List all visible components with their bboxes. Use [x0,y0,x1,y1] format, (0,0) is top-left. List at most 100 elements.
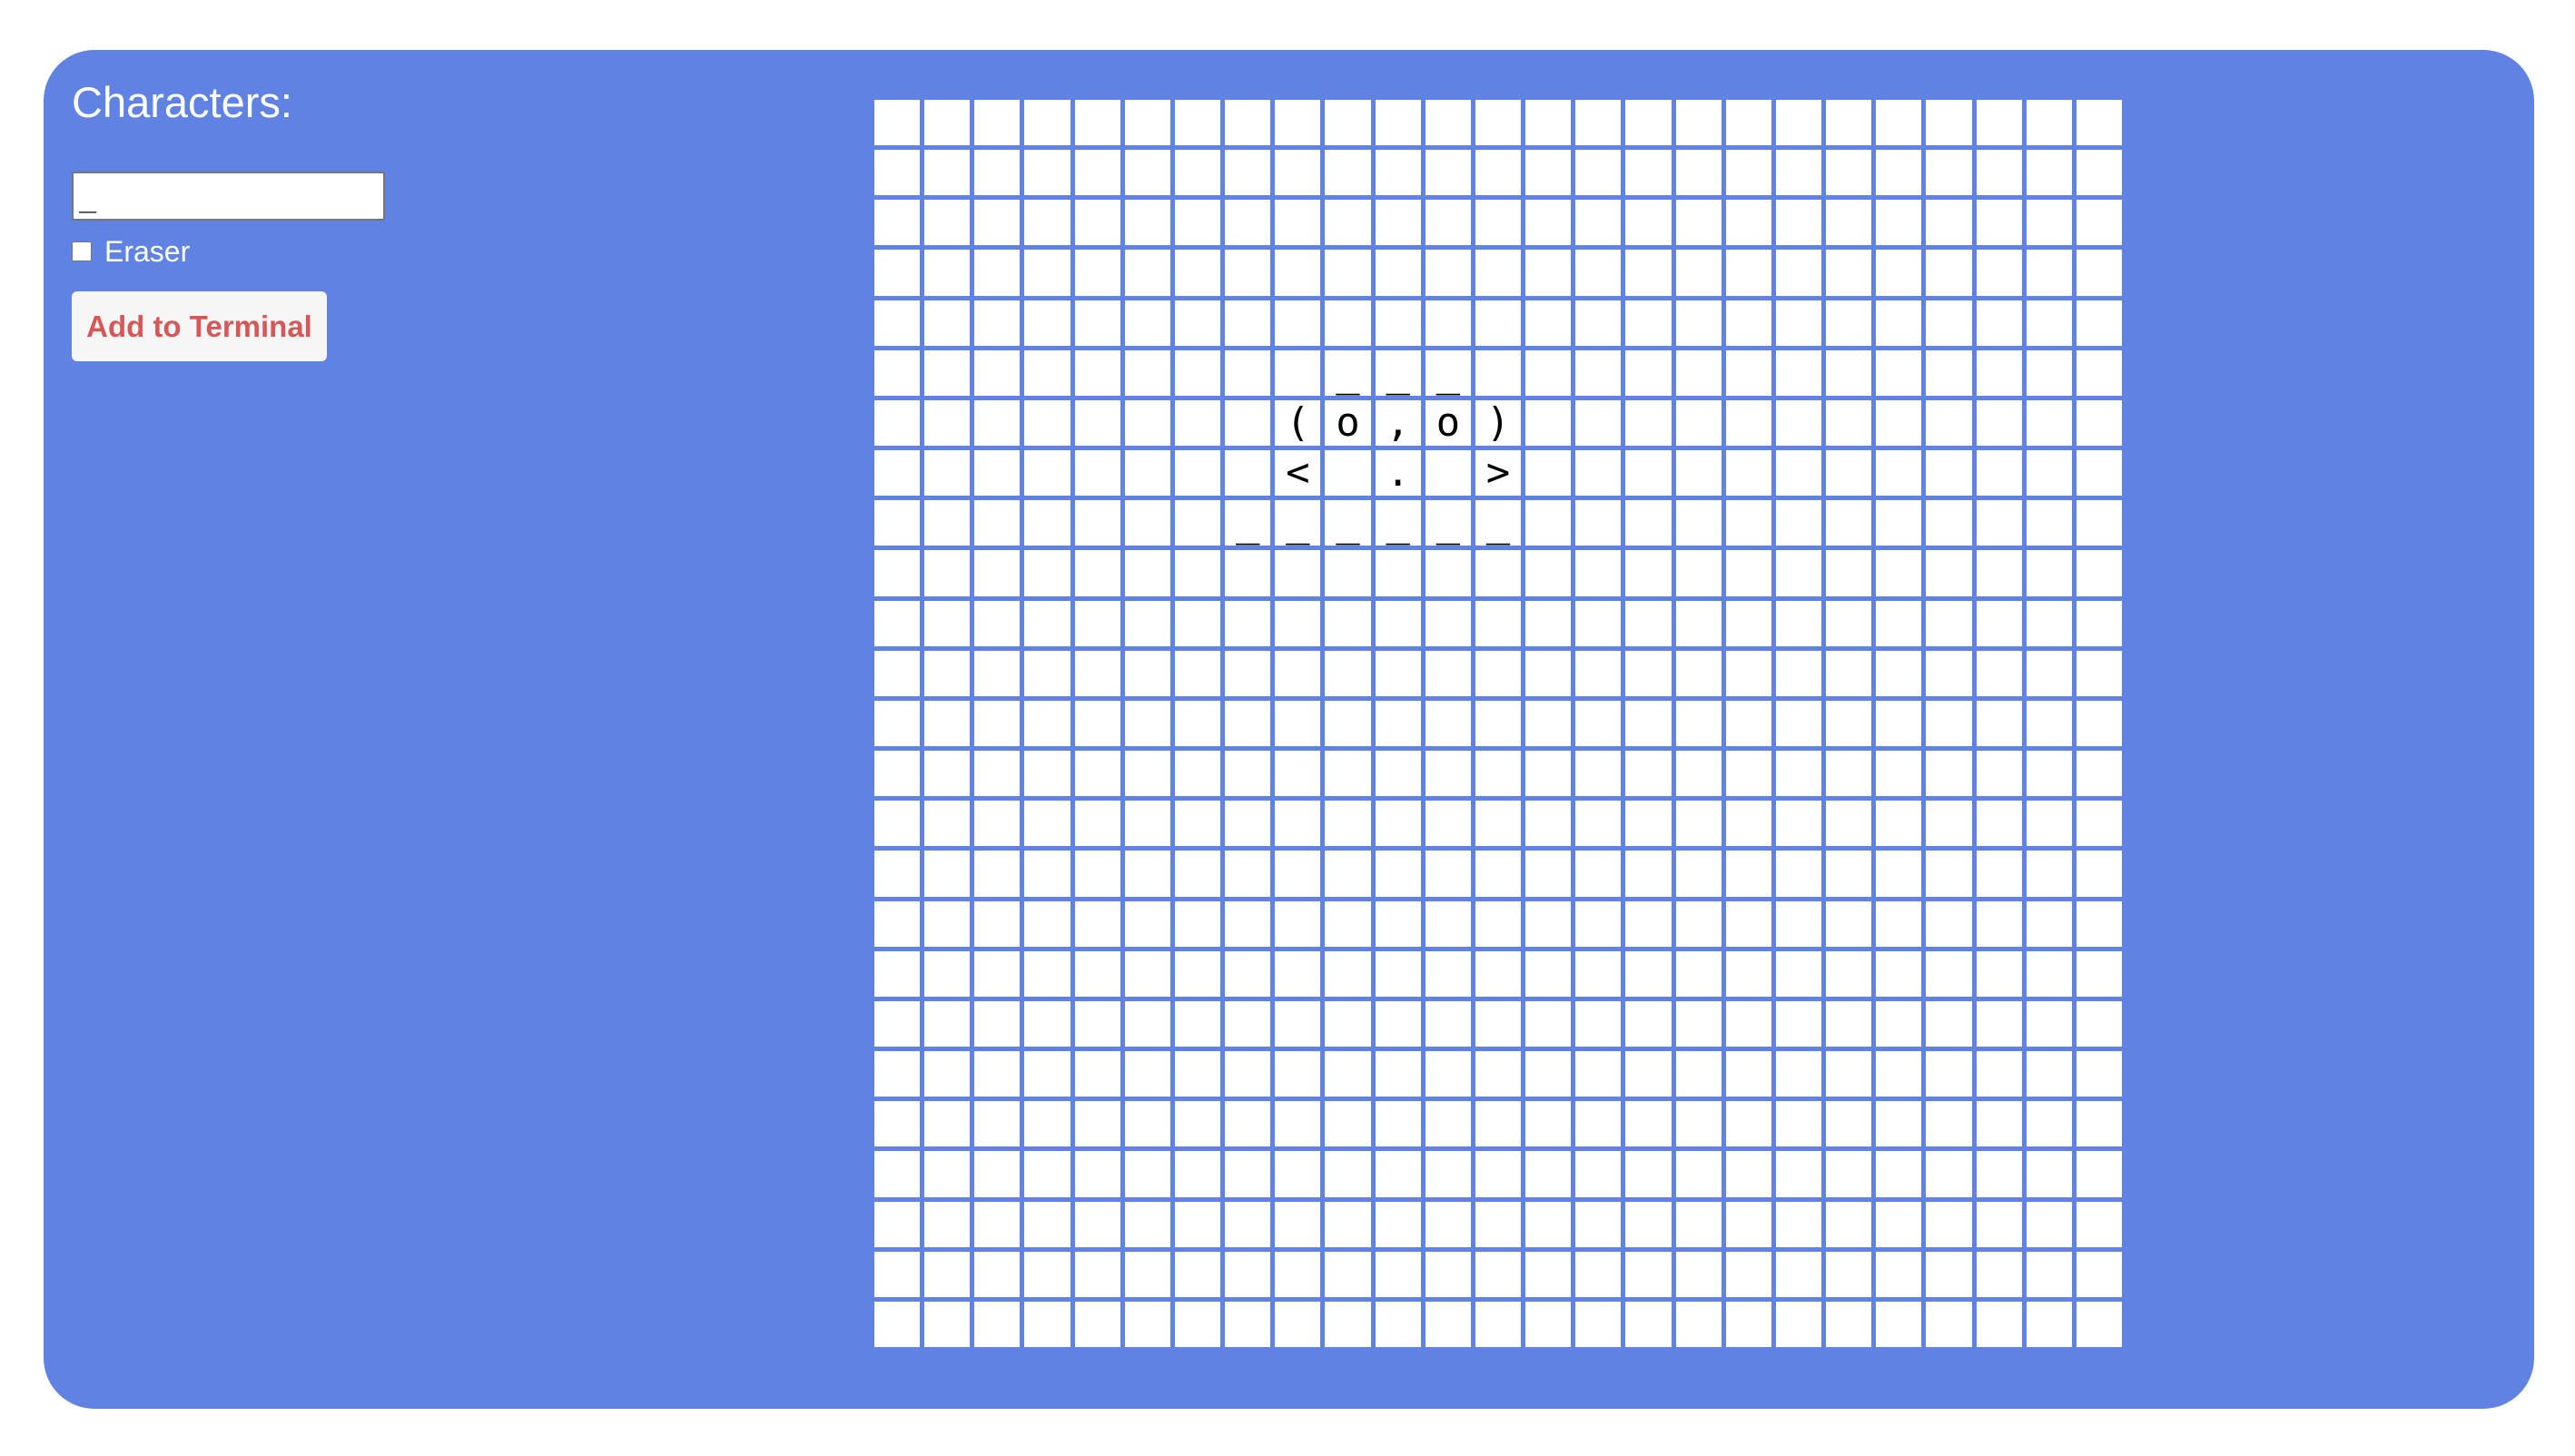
grid-cell[interactable] [1225,650,1271,696]
grid-cell[interactable] [974,950,1021,997]
grid-cell[interactable] [1926,200,1972,246]
grid-cell[interactable] [1124,450,1170,497]
grid-cell[interactable] [1375,1051,1421,1097]
grid-cell[interactable] [1124,1251,1170,1297]
grid-cell[interactable] [1074,1251,1120,1297]
grid-cell[interactable] [1174,550,1221,596]
grid-cell[interactable] [1675,600,1722,646]
grid-cell[interactable] [1675,1101,1722,1147]
grid-cell[interactable] [1625,200,1672,246]
grid-cell[interactable] [1775,1051,1822,1097]
grid-cell[interactable] [1225,200,1271,246]
grid-cell[interactable] [1625,250,1672,296]
grid-cell[interactable] [1525,150,1572,196]
grid-cell[interactable] [1225,349,1271,396]
grid-cell[interactable] [1325,900,1371,947]
grid-cell[interactable] [2076,700,2122,747]
grid-cell[interactable] [1425,1301,1471,1347]
grid-cell[interactable] [2076,751,2122,797]
grid-cell[interactable] [1475,650,1522,696]
grid-cell[interactable] [2026,100,2072,146]
grid-cell[interactable] [1926,1301,1972,1347]
grid-cell[interactable] [1525,900,1572,947]
grid-cell[interactable] [1775,950,1822,997]
grid-cell[interactable] [1725,100,1771,146]
grid-cell[interactable] [2076,600,2122,646]
grid-cell[interactable] [1525,650,1572,696]
grid-cell[interactable] [1725,250,1771,296]
grid-cell[interactable] [1425,700,1471,747]
grid-cell[interactable]: > [1475,450,1522,497]
grid-cell[interactable] [1174,450,1221,497]
grid-cell[interactable] [1775,1251,1822,1297]
grid-cell[interactable] [1625,700,1672,747]
grid-cell[interactable] [1475,100,1522,146]
grid-cell[interactable] [1174,950,1221,997]
character-grid[interactable]: _ _ _(o, o) <. > _ _ _ _ _ _ [874,100,2122,1347]
grid-cell[interactable] [1275,250,1321,296]
grid-cell[interactable]: , [1375,399,1421,447]
grid-cell[interactable] [1475,1000,1522,1048]
grid-cell[interactable] [1124,1000,1170,1048]
grid-cell[interactable] [1074,801,1120,847]
grid-cell[interactable] [1375,250,1421,296]
grid-cell[interactable] [1024,1151,1070,1197]
grid-cell[interactable] [2026,300,2072,346]
grid-cell[interactable] [1425,100,1471,146]
grid-cell[interactable] [1275,1151,1321,1197]
grid-cell[interactable] [1225,600,1271,646]
grid-cell[interactable] [1425,851,1471,897]
grid-cell[interactable] [1926,550,1972,596]
grid-cell[interactable] [1174,751,1221,797]
add-to-terminal-button[interactable]: Add to Terminal [72,291,327,361]
grid-cell[interactable] [1826,349,1872,396]
grid-cell[interactable] [1475,751,1522,797]
grid-cell[interactable] [1976,600,2022,646]
grid-cell[interactable] [1375,851,1421,897]
grid-cell[interactable] [2026,550,2072,596]
grid-cell[interactable] [1525,1151,1572,1197]
grid-cell[interactable] [2026,1301,2072,1347]
grid-cell[interactable] [874,600,921,646]
grid-cell[interactable] [1675,500,1722,546]
grid-cell[interactable] [1074,1051,1120,1097]
grid-cell[interactable] [1826,450,1872,497]
grid-cell[interactable] [1725,1201,1771,1247]
grid-cell[interactable] [1074,100,1120,146]
grid-cell[interactable] [1124,200,1170,246]
grid-cell[interactable] [1074,150,1120,196]
grid-cell[interactable] [1725,200,1771,246]
grid-cell[interactable] [1826,1151,1872,1197]
grid-cell[interactable] [1225,100,1271,146]
grid-cell[interactable] [974,349,1021,396]
grid-cell[interactable] [2026,801,2072,847]
grid-cell[interactable] [2026,1251,2072,1297]
grid-cell[interactable] [1976,1051,2022,1097]
grid-cell[interactable] [1675,349,1722,396]
grid-cell[interactable] [1375,1000,1421,1048]
grid-cell[interactable] [1325,801,1371,847]
grid-cell[interactable] [1174,900,1221,947]
grid-cell[interactable] [874,1201,921,1247]
grid-cell[interactable] [1775,900,1822,947]
grid-cell[interactable] [1074,851,1120,897]
grid-cell[interactable] [1325,600,1371,646]
grid-cell[interactable] [1325,1251,1371,1297]
grid-cell[interactable] [1775,1000,1822,1048]
grid-cell[interactable] [1375,100,1421,146]
grid-cell[interactable] [1625,1201,1672,1247]
grid-cell[interactable] [924,700,971,747]
grid-cell[interactable] [1876,150,1922,196]
grid-cell[interactable] [1976,650,2022,696]
grid-cell[interactable] [1976,399,2022,447]
grid-cell[interactable] [1174,1051,1221,1097]
grid-cell[interactable] [1225,950,1271,997]
grid-cell[interactable] [1675,1000,1722,1048]
grid-cell[interactable] [1575,801,1622,847]
grid-cell[interactable] [1625,550,1672,596]
grid-cell[interactable] [1625,600,1672,646]
grid-cell[interactable] [1425,900,1471,947]
grid-cell[interactable] [1475,1051,1522,1097]
grid-cell[interactable] [1074,399,1120,447]
grid-cell[interactable] [1575,1251,1622,1297]
